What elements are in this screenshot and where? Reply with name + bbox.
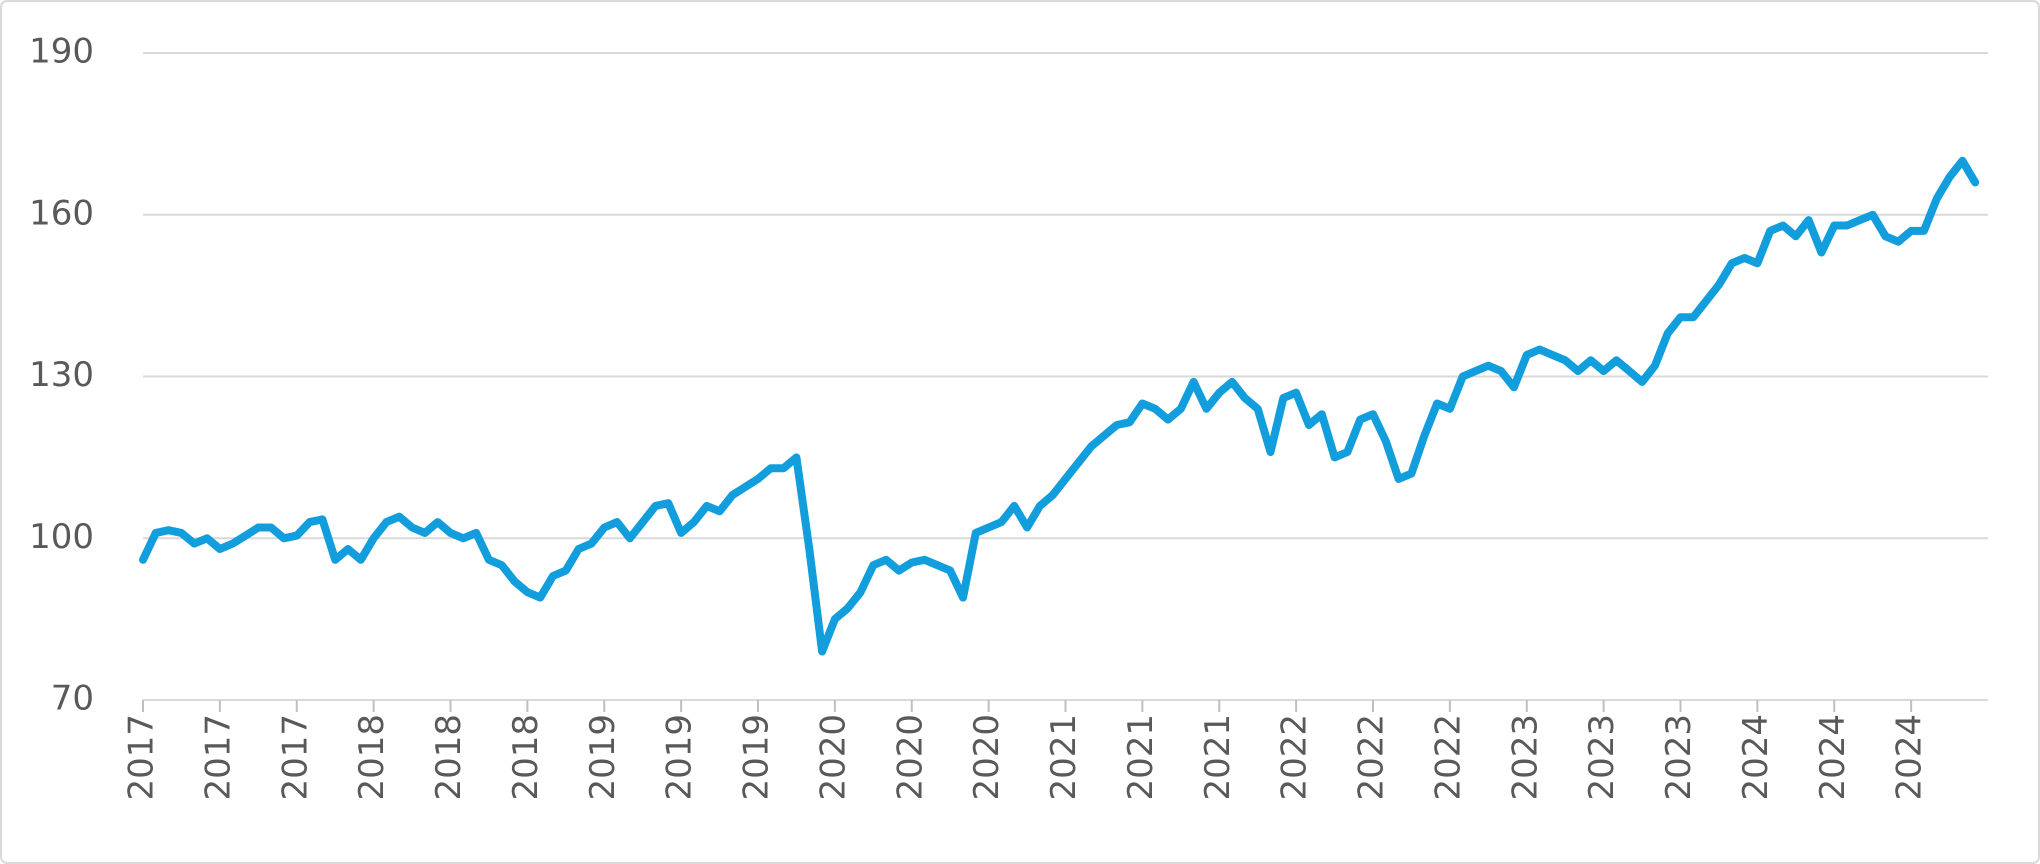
x-tick-label: 2018 bbox=[352, 714, 392, 801]
x-tick-label: 2024 bbox=[1813, 714, 1853, 801]
x-tick-label: 2023 bbox=[1505, 714, 1545, 801]
y-tick-label: 70 bbox=[51, 679, 94, 719]
x-tick-label: 2019 bbox=[737, 714, 777, 801]
x-tick-label: 2019 bbox=[583, 714, 623, 801]
y-tick-label: 130 bbox=[29, 355, 94, 395]
y-tick-label: 190 bbox=[29, 32, 94, 72]
y-tick-label: 160 bbox=[29, 193, 94, 233]
x-tick-label: 2023 bbox=[1659, 714, 1699, 801]
x-tick-label: 2018 bbox=[506, 714, 546, 801]
x-tick-label: 2017 bbox=[122, 714, 162, 801]
x-tick-label: 2022 bbox=[1428, 714, 1468, 801]
x-tick-label: 2020 bbox=[967, 714, 1007, 801]
x-tick-label: 2019 bbox=[660, 714, 700, 801]
x-tick-label: 2021 bbox=[1198, 714, 1238, 801]
x-tick-label: 2021 bbox=[1121, 714, 1161, 801]
y-tick-label: 100 bbox=[29, 517, 94, 557]
x-tick-label: 2020 bbox=[890, 714, 930, 801]
x-tick-label: 2017 bbox=[275, 714, 315, 801]
x-tick-label: 2018 bbox=[429, 714, 469, 801]
x-tick-label: 2021 bbox=[1044, 714, 1084, 801]
x-tick-label: 2024 bbox=[1736, 714, 1776, 801]
x-tick-label: 2022 bbox=[1352, 714, 1392, 801]
x-tick-label: 2020 bbox=[813, 714, 853, 801]
data-line bbox=[139, 156, 1980, 656]
x-tick-label: 2017 bbox=[198, 714, 238, 801]
x-tick-label: 2023 bbox=[1582, 714, 1622, 801]
x-tick-label: 2022 bbox=[1275, 714, 1315, 801]
x-tick-label: 2024 bbox=[1890, 714, 1930, 801]
